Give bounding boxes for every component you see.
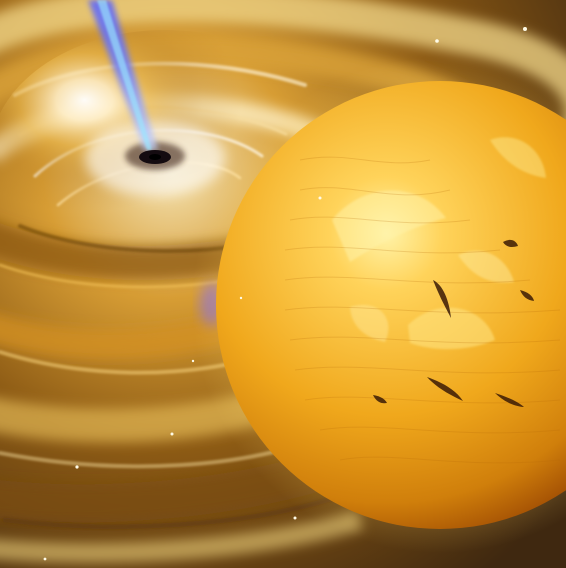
sunspots xyxy=(373,239,534,407)
black-hole xyxy=(139,150,171,164)
background-stars xyxy=(43,27,527,561)
companion-star xyxy=(192,57,566,553)
